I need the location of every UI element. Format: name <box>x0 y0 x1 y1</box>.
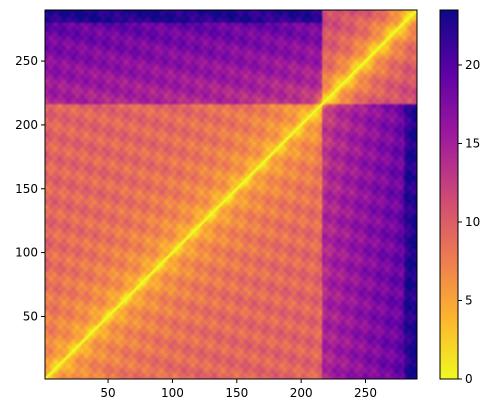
colorbar-tick-label: 0 <box>465 372 473 386</box>
colorbar-tick-label: 10 <box>465 215 480 229</box>
colorbar-gradient <box>439 9 459 380</box>
colorbar-tick-label: 15 <box>465 136 480 150</box>
x-tick-label: 250 <box>354 386 377 400</box>
y-tick-label: 100 <box>15 246 38 260</box>
plot-frame <box>44 9 418 380</box>
diagonal-line <box>44 9 418 380</box>
x-tick-label: 200 <box>290 386 313 400</box>
colorbar-tick-label: 5 <box>465 293 473 307</box>
y-tick-label: 150 <box>15 182 38 196</box>
y-tick-label: 200 <box>15 118 38 132</box>
colorbar-tick-label: 20 <box>465 58 480 72</box>
colorbar: 0 5 10 15 20 <box>439 9 480 386</box>
x-tick-label: 150 <box>225 386 248 400</box>
x-axis: 50 100 150 200 250 <box>100 379 377 400</box>
y-tick-label: 250 <box>15 54 38 68</box>
y-tick-label: 50 <box>23 309 38 323</box>
x-tick-label: 100 <box>161 386 184 400</box>
y-axis: 50 100 150 200 250 <box>15 54 45 323</box>
x-tick-label: 50 <box>100 386 115 400</box>
heatmap-matrix <box>44 9 418 380</box>
